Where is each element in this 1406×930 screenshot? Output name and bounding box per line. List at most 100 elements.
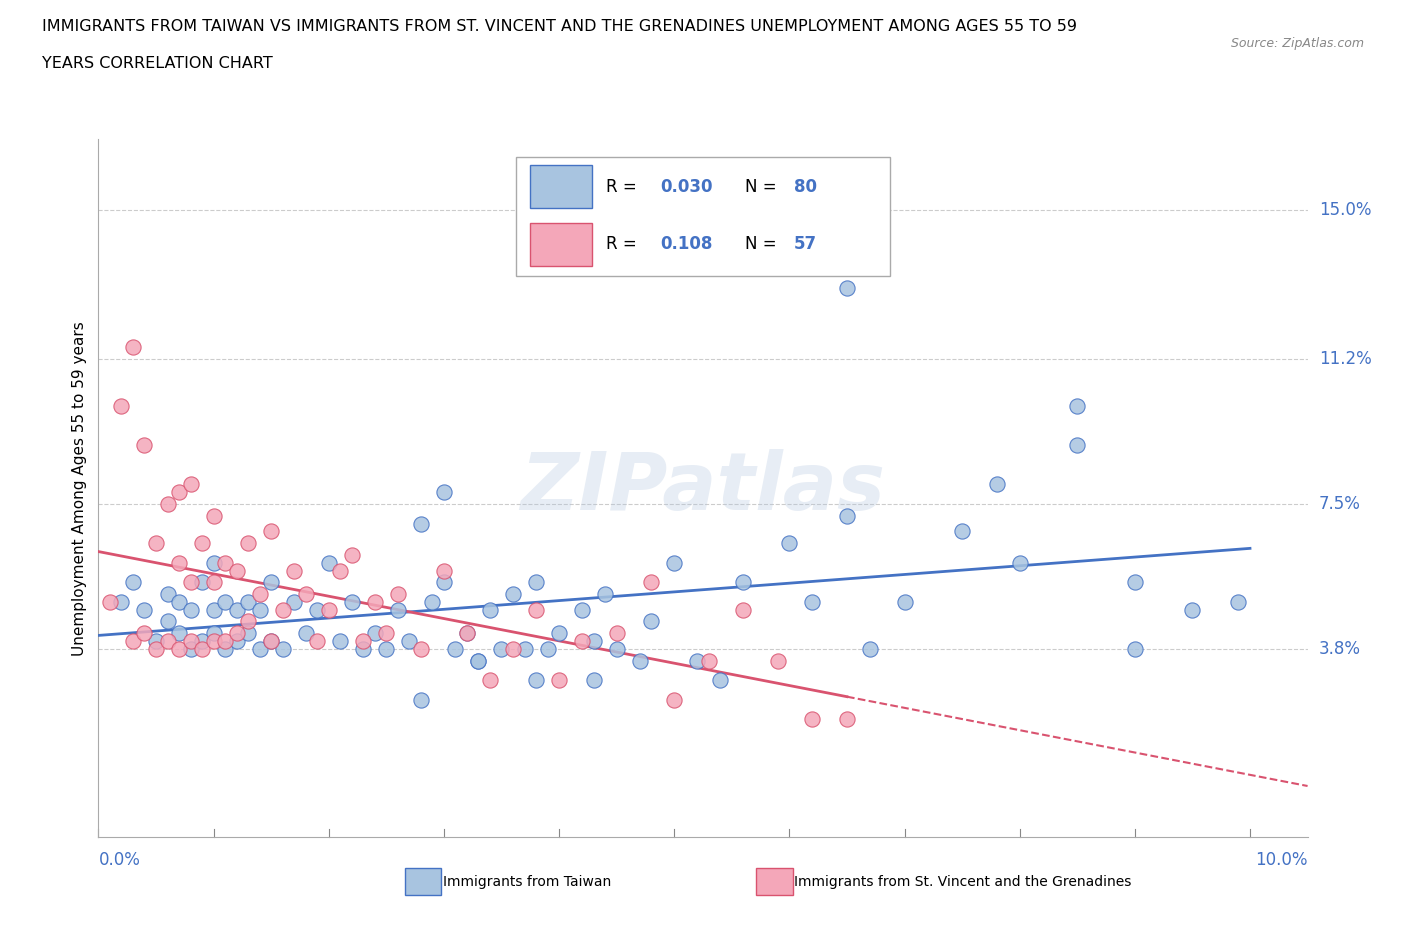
Point bbox=[156, 497, 179, 512]
Point bbox=[1066, 399, 1088, 414]
Point bbox=[640, 614, 662, 629]
Point bbox=[191, 642, 214, 657]
Text: R =: R = bbox=[606, 235, 643, 254]
Point bbox=[1066, 438, 1088, 453]
Point bbox=[236, 536, 259, 551]
Point bbox=[329, 633, 352, 648]
Point bbox=[352, 642, 374, 657]
Point bbox=[593, 587, 616, 602]
Point bbox=[686, 653, 709, 668]
Point bbox=[271, 642, 294, 657]
Text: 57: 57 bbox=[793, 235, 817, 254]
Point bbox=[859, 642, 882, 657]
Point bbox=[433, 575, 456, 590]
Point bbox=[180, 603, 202, 618]
Point bbox=[456, 626, 478, 641]
Point bbox=[433, 563, 456, 578]
Point bbox=[329, 563, 352, 578]
Text: 0.0%: 0.0% bbox=[98, 851, 141, 870]
Point bbox=[835, 508, 858, 523]
Point bbox=[491, 642, 513, 657]
Point bbox=[202, 555, 225, 570]
Y-axis label: Unemployment Among Ages 55 to 59 years: Unemployment Among Ages 55 to 59 years bbox=[72, 321, 87, 656]
Point bbox=[145, 633, 167, 648]
Text: 10.0%: 10.0% bbox=[1256, 851, 1308, 870]
Point bbox=[318, 555, 340, 570]
Point bbox=[801, 712, 824, 727]
Point bbox=[409, 693, 432, 708]
FancyBboxPatch shape bbox=[530, 166, 592, 208]
Point bbox=[236, 626, 259, 641]
Point bbox=[548, 672, 571, 687]
Point bbox=[191, 633, 214, 648]
Point bbox=[375, 642, 398, 657]
Point bbox=[214, 642, 236, 657]
Point bbox=[307, 603, 329, 618]
Point bbox=[260, 575, 283, 590]
Point bbox=[571, 603, 593, 618]
Point bbox=[524, 603, 547, 618]
Point bbox=[202, 626, 225, 641]
Point bbox=[766, 653, 789, 668]
Point bbox=[225, 626, 247, 641]
Point bbox=[260, 633, 283, 648]
Point bbox=[122, 575, 145, 590]
Point bbox=[225, 633, 247, 648]
Point bbox=[294, 626, 316, 641]
Point bbox=[835, 712, 858, 727]
Point bbox=[456, 626, 478, 641]
Point bbox=[180, 642, 202, 657]
Point bbox=[156, 587, 179, 602]
Point bbox=[478, 672, 501, 687]
Point bbox=[249, 642, 271, 657]
Point bbox=[524, 575, 547, 590]
Point bbox=[513, 642, 536, 657]
Point bbox=[134, 626, 156, 641]
Point bbox=[122, 339, 145, 354]
Point bbox=[835, 281, 858, 296]
Text: Immigrants from St. Vincent and the Grenadines: Immigrants from St. Vincent and the Gren… bbox=[794, 874, 1132, 889]
Point bbox=[640, 575, 662, 590]
Point bbox=[145, 536, 167, 551]
Text: R =: R = bbox=[606, 178, 643, 195]
Text: 11.2%: 11.2% bbox=[1319, 350, 1371, 368]
Point bbox=[364, 594, 387, 609]
Point bbox=[236, 614, 259, 629]
Point bbox=[214, 594, 236, 609]
Point bbox=[502, 642, 524, 657]
Point bbox=[294, 587, 316, 602]
Point bbox=[409, 516, 432, 531]
Point bbox=[271, 603, 294, 618]
Point bbox=[733, 603, 755, 618]
Point bbox=[318, 603, 340, 618]
Point bbox=[733, 575, 755, 590]
Point bbox=[249, 603, 271, 618]
Point bbox=[398, 633, 420, 648]
Point bbox=[536, 642, 558, 657]
Point bbox=[571, 633, 593, 648]
Point bbox=[1123, 642, 1146, 657]
Point bbox=[340, 548, 363, 563]
Point bbox=[364, 626, 387, 641]
FancyBboxPatch shape bbox=[516, 157, 890, 275]
Point bbox=[156, 633, 179, 648]
Point bbox=[156, 614, 179, 629]
Point bbox=[950, 524, 973, 538]
Point bbox=[444, 642, 467, 657]
Point bbox=[697, 653, 720, 668]
Point bbox=[467, 653, 489, 668]
Point bbox=[340, 594, 363, 609]
Text: N =: N = bbox=[745, 235, 782, 254]
Point bbox=[122, 633, 145, 648]
Point bbox=[236, 594, 259, 609]
Point bbox=[134, 438, 156, 453]
Text: YEARS CORRELATION CHART: YEARS CORRELATION CHART bbox=[42, 56, 273, 71]
Point bbox=[191, 575, 214, 590]
Point bbox=[1227, 594, 1250, 609]
Point bbox=[225, 563, 247, 578]
Point bbox=[202, 508, 225, 523]
Point bbox=[606, 626, 628, 641]
Point bbox=[664, 693, 686, 708]
Point bbox=[167, 642, 190, 657]
Point bbox=[1008, 555, 1031, 570]
